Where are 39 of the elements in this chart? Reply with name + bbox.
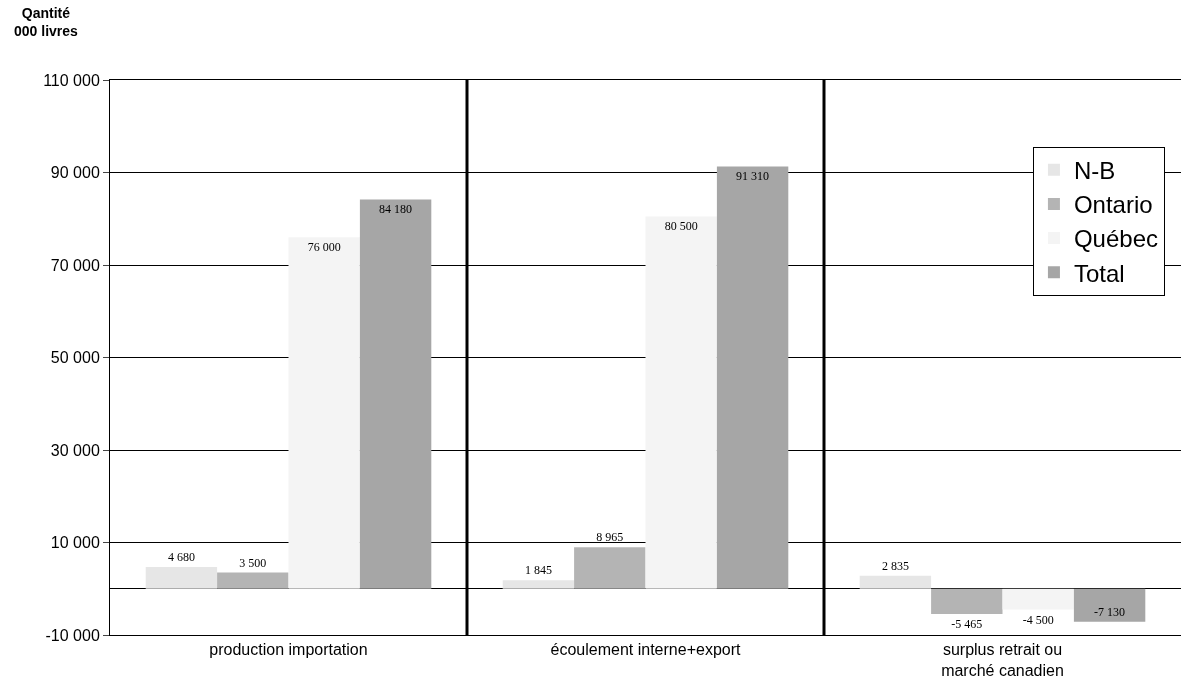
bar (931, 588, 1003, 615)
y-axis-title: Qantité 000 livres (14, 5, 79, 40)
legend-label: Total (1073, 259, 1125, 287)
legend-label: Ontario (1073, 191, 1153, 219)
legend-label: N-B (1073, 157, 1116, 185)
bar (1002, 588, 1074, 610)
bar (1073, 588, 1146, 622)
bar (574, 547, 646, 589)
y-tick-label: 70 000 (50, 256, 100, 274)
data-label: 91 310 (736, 169, 770, 184)
bar (288, 237, 360, 589)
bar (645, 216, 717, 589)
y-tick-label: 90 000 (50, 164, 100, 182)
y-tick-label: 10 000 (50, 534, 100, 552)
bar (359, 199, 432, 589)
data-label: -4 500 (1022, 612, 1054, 627)
data-label: 76 000 (307, 240, 341, 255)
data-label: 80 500 (664, 219, 698, 234)
y-tick-label: 50 000 (50, 349, 100, 367)
data-label: 4 680 (167, 550, 195, 565)
data-label: 3 500 (239, 555, 267, 570)
y-tick-label: 30 000 (50, 441, 100, 459)
legend-label: Québec (1073, 225, 1158, 253)
x-tick-label: surplus retrait ou marché canadien (941, 641, 1064, 679)
data-label: -5 465 (951, 617, 983, 632)
bar (716, 166, 789, 589)
bar (859, 575, 932, 589)
data-label: -7 130 (1094, 604, 1126, 619)
data-label: 2 835 (881, 558, 909, 573)
data-label: 8 965 (596, 530, 624, 545)
data-label: 84 180 (379, 202, 413, 217)
y-tick-label: -10 000 (45, 626, 100, 644)
x-tick-label: écoulement interne+export (550, 641, 741, 659)
bar (145, 567, 218, 589)
y-tick-label: 110 000 (43, 71, 100, 89)
data-label: 1 845 (524, 563, 552, 578)
x-tick-label: production importation (209, 641, 368, 659)
bar (502, 580, 575, 589)
bar (217, 572, 289, 589)
